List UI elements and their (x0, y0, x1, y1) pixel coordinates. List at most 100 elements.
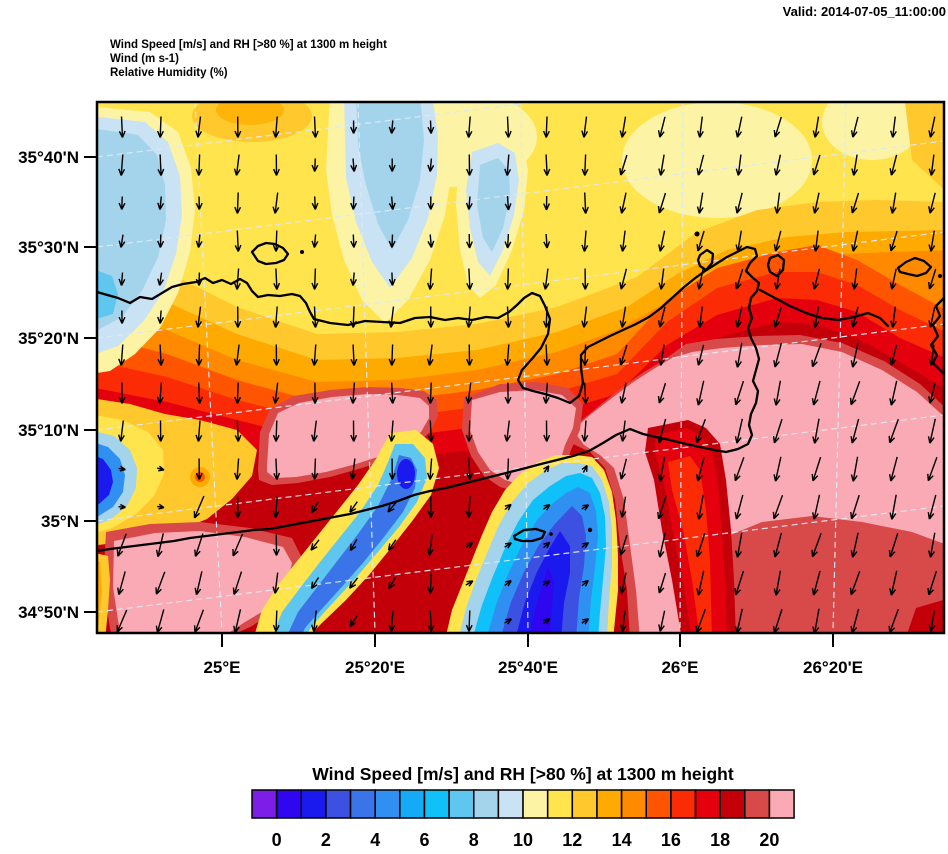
parallel-line (97, 505, 944, 613)
wind-arrow (812, 116, 820, 138)
wind-arrow (350, 196, 358, 210)
wind-arrow (116, 609, 128, 633)
wind-arrow (273, 268, 281, 290)
meridian-line (194, 102, 223, 633)
wind-arrow (272, 572, 280, 594)
wind-arrow (735, 154, 743, 176)
wind-arrow (581, 420, 589, 442)
x-tick-label: 25°20'E (345, 658, 405, 677)
wind-arrows (116, 116, 938, 633)
colorbar-cell (719, 789, 746, 819)
wind-arrow (388, 577, 397, 590)
wind-arrow (581, 464, 588, 473)
wind-arrow (619, 572, 627, 594)
wind-arrow (658, 610, 666, 632)
wind-arrow (812, 494, 821, 520)
wind-arrow (232, 533, 244, 557)
wind-arrow (427, 382, 435, 404)
wind-arrow (466, 458, 474, 480)
wind-arrow (619, 458, 628, 480)
wind-arrow (928, 532, 936, 558)
wind-arrow (465, 541, 474, 549)
wind-arrow (234, 230, 242, 252)
wind-arrow (734, 380, 745, 406)
wind-arrow (581, 504, 590, 511)
wind-arrow (272, 534, 280, 556)
wind-arrow (195, 420, 203, 442)
wind-arrow (234, 382, 242, 404)
wind-arrow (696, 380, 705, 406)
wind-arrow (504, 420, 511, 442)
wind-arrow (581, 579, 589, 587)
wind-arrow (581, 230, 589, 252)
wind-arrow (272, 344, 280, 366)
wind-arrow (388, 196, 396, 210)
wind-arrow (387, 501, 397, 513)
colorbar-label: 20 (759, 830, 779, 850)
wind-arrow (850, 192, 860, 214)
wind-arrow (657, 456, 666, 482)
wind-arrow (272, 610, 280, 632)
wind-arrow (581, 268, 589, 290)
colorbar-cell (473, 789, 500, 819)
wind-arrow (311, 420, 318, 442)
wind-arrow (388, 158, 396, 172)
wind-arrow (928, 230, 936, 252)
wind-arrow (195, 272, 203, 286)
wind-arrow (387, 539, 397, 551)
wind-arrow (542, 382, 550, 404)
plot-title-line1: Wind Speed [m/s] and RH [>80 %] at 1300 … (110, 39, 387, 51)
colorbar-label: 14 (612, 830, 632, 850)
wind-arrow (272, 420, 280, 442)
island-dia (250, 241, 290, 266)
wind-arrow (928, 116, 936, 138)
colorbar-cell (571, 789, 598, 819)
wind-arrow (735, 532, 743, 558)
wind-arrow (811, 380, 821, 406)
colorbar-cell (423, 789, 450, 819)
wind-arrow (311, 610, 318, 632)
wind-arrow (504, 458, 512, 480)
wind-arrow (657, 192, 667, 214)
wind-arrow (193, 609, 205, 633)
wind-arrow (157, 196, 165, 210)
x-tick-label: 25°E (203, 658, 240, 677)
colorbar-cell (374, 789, 401, 819)
fill-pale-yellow-2 (622, 102, 812, 218)
wind-arrow (465, 610, 473, 632)
wind-arrow (350, 420, 358, 442)
wind-arrow (657, 382, 667, 404)
wind-arrow (774, 268, 781, 290)
islet-dot-2 (694, 231, 700, 237)
wind-arrow (850, 456, 859, 482)
parallel-line (97, 323, 944, 431)
wind-arrow (310, 539, 320, 551)
wind-arrow (658, 344, 666, 366)
wind-arrow (272, 230, 280, 252)
y-tick-label: 35°40'N (18, 148, 79, 167)
colorbar-cell (645, 789, 672, 819)
wind-arrow (426, 268, 434, 290)
wind-arrow (735, 268, 744, 290)
wind-arrow (504, 154, 512, 176)
colorbar-cell (448, 789, 475, 819)
wind-arrow (427, 120, 435, 134)
wind-arrow (619, 230, 627, 252)
longitude-axis: 25°E 25°20'E 25°40'E 26°E 26°20'E (203, 633, 863, 677)
wind-arrow (812, 230, 820, 252)
wind-arrow (272, 154, 280, 176)
wind-arrow (850, 532, 859, 558)
wind-arrow (696, 570, 705, 596)
wind-arrow (928, 154, 936, 176)
wind-arrow (272, 116, 280, 138)
wind-arrow (155, 533, 164, 558)
wind-arrow (850, 494, 860, 520)
wind-arrow (118, 310, 126, 324)
islet-dot-3 (549, 532, 553, 536)
wind-arrow (543, 195, 551, 211)
wind-arrow (619, 116, 627, 138)
colorbar-label: 16 (661, 830, 681, 850)
wind-arrow (619, 420, 627, 442)
wind-arrow (889, 230, 898, 252)
